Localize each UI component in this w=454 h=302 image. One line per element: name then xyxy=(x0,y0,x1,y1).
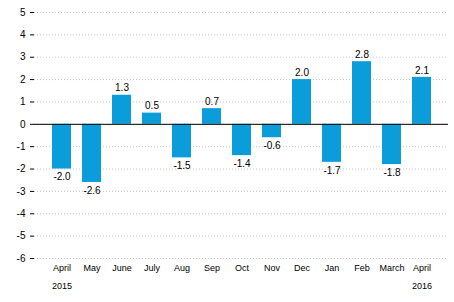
svg-text:-1.7: -1.7 xyxy=(323,165,341,176)
svg-text:Jan: Jan xyxy=(325,263,340,273)
svg-text:Dec: Dec xyxy=(294,263,311,273)
svg-text:Sep: Sep xyxy=(204,263,220,273)
svg-text:-2.6: -2.6 xyxy=(83,185,101,196)
svg-text:Feb: Feb xyxy=(354,263,370,273)
svg-text:-0.6: -0.6 xyxy=(263,140,281,151)
svg-text:2016: 2016 xyxy=(412,281,432,291)
svg-text:2.0: 2.0 xyxy=(295,67,309,78)
svg-text:-6: -6 xyxy=(17,253,26,264)
svg-text:2.1: 2.1 xyxy=(415,65,429,76)
svg-text:-3: -3 xyxy=(17,186,26,197)
svg-text:-1.5: -1.5 xyxy=(173,160,191,171)
svg-text:1: 1 xyxy=(20,96,26,107)
svg-text:-2.0: -2.0 xyxy=(53,171,71,182)
svg-text:2: 2 xyxy=(20,74,26,85)
svg-text:April: April xyxy=(413,263,431,273)
svg-text:2015: 2015 xyxy=(52,281,72,291)
svg-text:March: March xyxy=(379,263,404,273)
svg-text:-1: -1 xyxy=(17,141,26,152)
svg-text:5: 5 xyxy=(20,7,26,18)
svg-text:-1.4: -1.4 xyxy=(233,158,251,169)
svg-text:2.8: 2.8 xyxy=(355,49,369,60)
svg-text:-5: -5 xyxy=(17,230,26,241)
svg-text:Nov: Nov xyxy=(264,263,281,273)
svg-text:0: 0 xyxy=(20,119,26,130)
svg-text:June: June xyxy=(112,263,132,273)
svg-text:Aug: Aug xyxy=(174,263,190,273)
svg-text:-4: -4 xyxy=(17,208,26,219)
svg-text:July: July xyxy=(144,263,161,273)
svg-text:0.7: 0.7 xyxy=(205,96,219,107)
svg-text:-1.8: -1.8 xyxy=(383,167,401,178)
svg-text:1.3: 1.3 xyxy=(115,82,129,93)
svg-text:3: 3 xyxy=(20,51,26,62)
svg-text:-2: -2 xyxy=(17,163,26,174)
svg-text:4: 4 xyxy=(20,29,26,40)
svg-text:Oct: Oct xyxy=(235,263,250,273)
svg-text:0.5: 0.5 xyxy=(145,100,159,111)
svg-text:April: April xyxy=(53,263,71,273)
svg-text:May: May xyxy=(83,263,101,273)
